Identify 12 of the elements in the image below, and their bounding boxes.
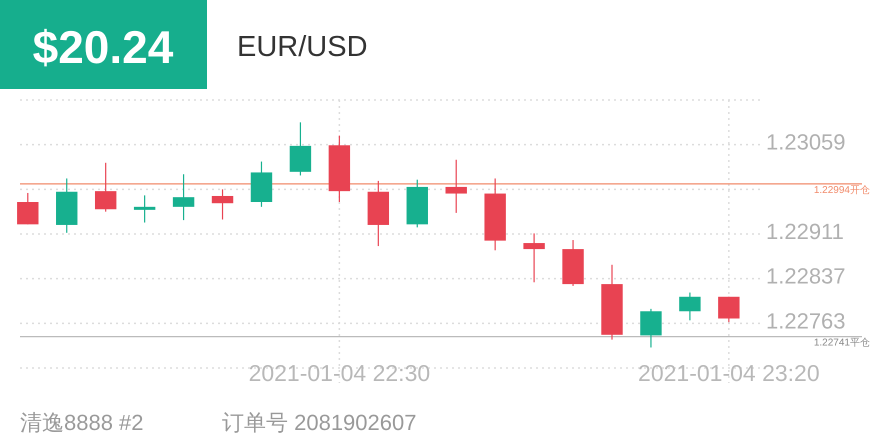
y-tick-label: 1.22763 xyxy=(766,308,846,334)
y-tick-label: 1.23059 xyxy=(766,130,846,155)
x-tick-label: 2021-01-04 23:20 xyxy=(638,360,820,386)
chart-subtitle: $20.24 xyxy=(32,21,174,73)
x-tick-label: 2021-01-04 22:30 xyxy=(248,360,430,386)
ref-line-label: 1.22741平仓 xyxy=(814,336,870,349)
text: 订单号 2081902607 xyxy=(222,410,416,435)
chart-title: EUR/USD xyxy=(237,31,368,63)
y-tick-label: 1.22837 xyxy=(766,264,846,289)
ref-line-label: 1.22994开仓 xyxy=(814,184,870,196)
y-tick-label: 1.22911 xyxy=(766,219,844,244)
text: 清逸8888 #2 xyxy=(20,410,144,435)
